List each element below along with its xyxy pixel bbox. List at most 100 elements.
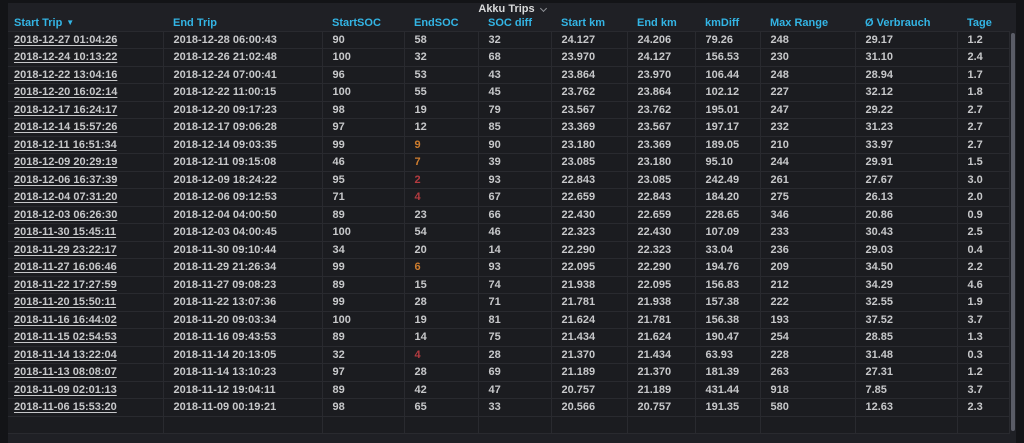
cell-verbrauch: 30.43: [854, 223, 958, 242]
cell-start_soc: 100: [321, 223, 405, 242]
cell-start_km: 21.370: [550, 346, 628, 364]
cell-max_range: 918: [759, 381, 856, 399]
cell-start-trip-link[interactable]: 2018-11-20 15:50:11: [14, 296, 117, 309]
cell-start_km: 23.970: [550, 48, 628, 67]
cell-end_km: [626, 416, 696, 434]
cell-start-trip-link[interactable]: 2018-11-16 16:44:02: [14, 313, 117, 326]
column-header-label: End km: [637, 17, 677, 30]
cell-end_trip: [162, 416, 323, 434]
cell-start-trip-link[interactable]: 2018-11-09 02:01:13: [14, 383, 117, 396]
column-header-start_trip[interactable]: Start Trip ▼: [8, 16, 163, 31]
column-header-max_range[interactable]: Max Range: [760, 16, 855, 31]
cell-soc_diff: 90: [477, 136, 552, 154]
cell-verbrauch: 29.17: [854, 30, 958, 49]
cell-verbrauch: 31.10: [854, 48, 958, 67]
cell-soc_diff: 81: [477, 311, 552, 329]
cell-end_soc: 19: [403, 311, 479, 329]
cell-start-trip-link[interactable]: 2018-11-13 08:08:07: [14, 366, 117, 379]
cell-start-trip-link[interactable]: 2018-11-29 23:22:17: [14, 243, 117, 256]
cell-start_soc: 100: [321, 83, 405, 102]
cell-start_soc: [321, 416, 405, 434]
cell-start-trip-link[interactable]: 2018-12-24 10:13:22: [14, 51, 118, 64]
column-header-end_trip[interactable]: End Trip: [163, 16, 322, 31]
cell-end_km: 21.624: [626, 328, 696, 347]
cell-start_km: 23.180: [550, 136, 628, 154]
cell-start-trip-link[interactable]: 2018-11-14 13:22:04: [14, 348, 117, 361]
sort-caret-down-icon: ▼: [66, 18, 75, 28]
cell-start_soc: 98: [321, 101, 405, 119]
table-row: 2018-11-14 13:22:04 2018-11-14 20:13:05 32…: [8, 346, 1010, 364]
cell-end_trip: 2018-11-16 09:43:53: [162, 328, 323, 347]
panel-title[interactable]: Akku Trips: [478, 3, 535, 15]
scrollbar-thumb[interactable]: [1011, 33, 1015, 431]
cell-start_trip: 2018-11-09 02:01:13: [8, 381, 164, 399]
cell-max_range: [759, 416, 856, 434]
cell-end_trip: 2018-11-14 20:13:05: [162, 346, 323, 364]
cell-km_diff: 102.12: [694, 83, 761, 102]
cell-max_range: 222: [759, 293, 856, 312]
cell-tage: 3.7: [956, 311, 1010, 329]
column-header-label: Ø Verbrauch: [865, 17, 931, 30]
cell-tage: 0.9: [956, 206, 1010, 224]
cell-start-trip-link[interactable]: 2018-11-30 15:45:11: [14, 226, 117, 239]
cell-soc_diff: 46: [477, 223, 552, 242]
column-header-label: Start Trip: [14, 17, 63, 30]
table-row: 2018-11-16 16:44:02 2018-11-20 09:03:34 10…: [8, 311, 1010, 329]
cell-end_km: 24.127: [626, 48, 696, 67]
cell-end_trip: 2018-11-27 09:08:23: [162, 276, 323, 294]
cell-start-trip-link[interactable]: 2018-12-11 16:51:34: [14, 138, 117, 151]
cell-start_soc: 95: [321, 171, 405, 189]
cell-start-trip-link[interactable]: 2018-12-14 15:57:26: [14, 121, 118, 134]
cell-end_trip: 2018-12-22 11:00:15: [162, 83, 323, 102]
cell-start_trip: 2018-12-17 16:24:17: [8, 101, 164, 119]
cell-start-trip-link[interactable]: 2018-11-15 02:54:53: [14, 331, 117, 344]
cell-end_km: 22.095: [626, 276, 696, 294]
column-header-start_soc[interactable]: StartSOC: [322, 16, 404, 31]
cell-start-trip-link[interactable]: 2018-11-27 16:06:46: [14, 261, 117, 274]
cell-km_diff: 156.83: [694, 276, 761, 294]
cell-start_km: 21.781: [550, 293, 628, 312]
cell-start-trip-link[interactable]: 2018-11-06 15:53:20: [14, 401, 117, 414]
cell-tage: 1.2: [956, 363, 1010, 382]
cell-start_km: [550, 416, 628, 434]
table-row: 2018-12-20 16:02:14 2018-12-22 11:00:15 10…: [8, 83, 1010, 102]
chevron-down-icon: [539, 4, 547, 12]
cell-start_km: 21.624: [550, 311, 628, 329]
cell-max_range: 227: [759, 83, 856, 102]
column-header-tage[interactable]: Tage: [957, 16, 1009, 31]
table-row: 2018-11-22 17:27:59 2018-11-27 09:08:23 89…: [8, 276, 1010, 294]
cell-start-trip-link[interactable]: 2018-12-06 16:37:39: [14, 173, 118, 186]
cell-verbrauch: 12.63: [854, 398, 958, 417]
column-header-start_km[interactable]: Start km: [551, 16, 627, 31]
cell-end_soc: 19: [403, 101, 479, 119]
cell-km_diff: 156.53: [694, 48, 761, 67]
cell-end_km: 23.762: [626, 101, 696, 119]
cell-end_trip: 2018-11-09 00:19:21: [162, 398, 323, 417]
cell-start-trip-link[interactable]: 2018-12-04 07:31:20: [14, 191, 118, 204]
column-header-label: EndSOC: [414, 17, 459, 30]
panel-header[interactable]: Akku Trips: [8, 3, 1016, 16]
cell-start-trip-link[interactable]: 2018-12-20 16:02:14: [14, 86, 118, 99]
cell-verbrauch: 28.85: [854, 328, 958, 347]
cell-start_soc: 46: [321, 153, 405, 172]
cell-start-trip-link[interactable]: 2018-12-17 16:24:17: [14, 103, 118, 116]
cell-start-trip-link[interactable]: 2018-12-22 13:04:16: [14, 68, 118, 81]
cell-soc_diff: 71: [477, 293, 552, 312]
cell-km_diff: 95.10: [694, 153, 761, 172]
column-header-soc_diff[interactable]: SOC diff: [478, 16, 551, 31]
cell-start-trip-link[interactable]: 2018-11-22 17:27:59: [14, 278, 117, 291]
column-header-verbrauch[interactable]: Ø Verbrauch: [855, 16, 957, 31]
cell-tage: 1.8: [956, 83, 1010, 102]
cell-soc_diff: 68: [477, 48, 552, 67]
column-header-km_diff[interactable]: kmDiff: [695, 16, 760, 31]
cell-tage: 2.0: [956, 188, 1010, 207]
cell-start-trip-link[interactable]: 2018-12-03 06:26:30: [14, 208, 118, 221]
cell-start-trip-link[interactable]: 2018-12-27 01:04:26: [14, 33, 118, 46]
column-header-label: End Trip: [173, 17, 217, 30]
cell-start_km: 23.369: [550, 118, 628, 137]
column-header-end_soc[interactable]: EndSOC: [404, 16, 478, 31]
cell-km_diff: [694, 416, 761, 434]
cell-verbrauch: 29.91: [854, 153, 958, 172]
cell-start-trip-link[interactable]: 2018-12-09 20:29:19: [14, 156, 118, 169]
column-header-end_km[interactable]: End km: [627, 16, 695, 31]
